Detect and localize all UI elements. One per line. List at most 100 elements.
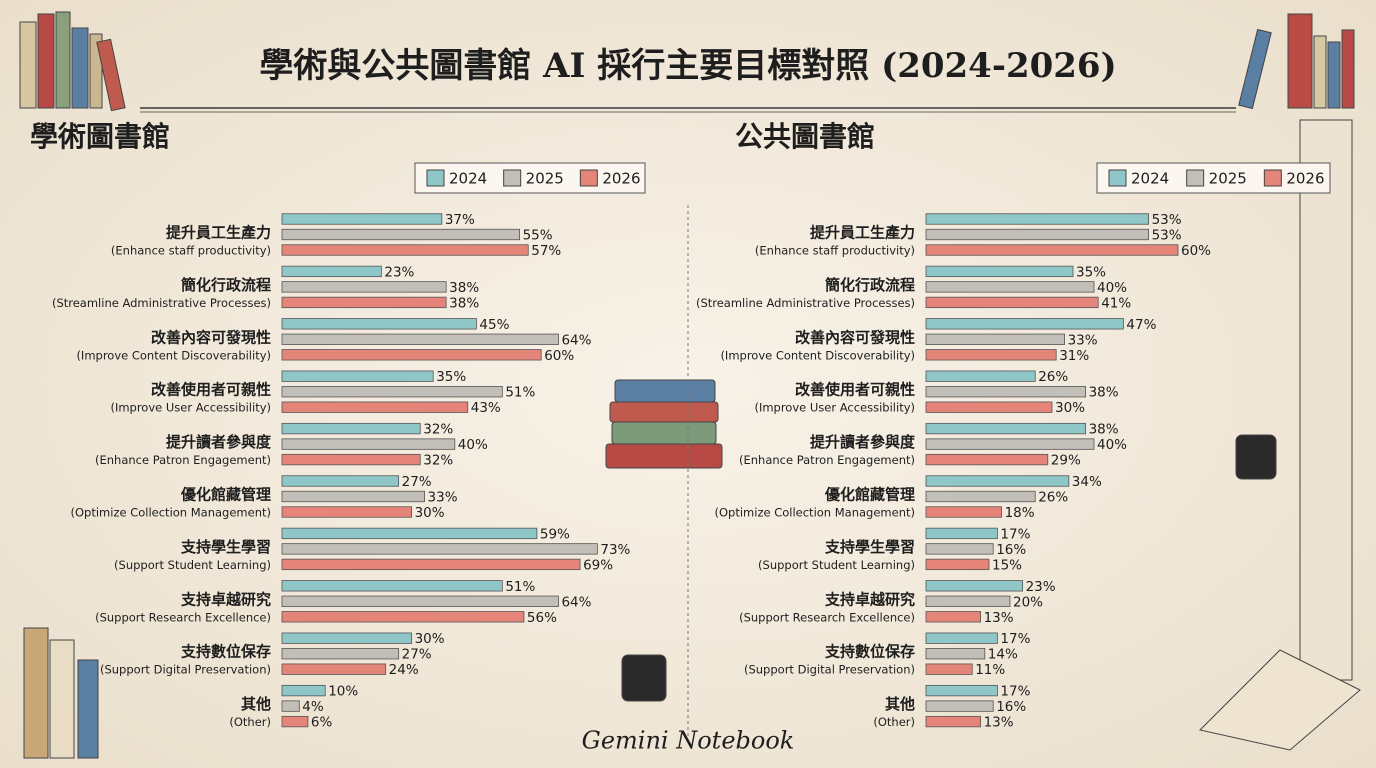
bar <box>925 370 1036 382</box>
value-label: 26% <box>1038 490 1068 506</box>
bar <box>925 349 1057 361</box>
bar <box>925 265 1074 278</box>
bar <box>925 333 1066 345</box>
bar <box>925 401 1053 413</box>
category-label-en: (Optimize Collection Management) <box>715 506 916 520</box>
value-label: 18% <box>1005 505 1035 521</box>
bar <box>925 438 1095 450</box>
bar <box>281 386 503 398</box>
value-label: 60% <box>544 348 574 364</box>
bar <box>925 475 1070 487</box>
bar <box>925 648 986 660</box>
value-label: 6% <box>311 715 333 731</box>
bar <box>925 296 1099 309</box>
value-label: 73% <box>600 542 630 558</box>
value-label: 33% <box>1068 332 1098 348</box>
category-label: 改善內容可發現性 <box>151 328 271 346</box>
category-label-en: (Streamline Administrative Processes) <box>52 296 271 310</box>
value-label: 27% <box>402 474 432 490</box>
legend-swatch <box>1108 169 1127 187</box>
legend-label: 2026 <box>602 170 640 188</box>
bar <box>281 333 559 345</box>
bar <box>281 648 400 660</box>
bar <box>925 281 1095 293</box>
bar <box>925 700 994 712</box>
bar <box>281 370 434 382</box>
category-label: 支持卓越研究 <box>824 590 915 608</box>
bar <box>925 611 981 623</box>
bar <box>281 558 581 571</box>
value-label: 59% <box>540 526 570 542</box>
category-label: 改善使用者可親性 <box>151 381 271 399</box>
bar <box>281 453 421 466</box>
bar <box>281 580 503 592</box>
value-label: 37% <box>445 212 475 228</box>
category-label-en: (Other) <box>229 715 271 729</box>
bar <box>281 506 413 518</box>
category-label-en: (Streamline Administrative Processes) <box>696 296 915 310</box>
category-label-en: (Support Research Excellence) <box>739 610 915 624</box>
category-label-en: (Optimize Collection Management) <box>71 506 272 520</box>
category-label-en: (Support Research Excellence) <box>95 610 271 624</box>
legend-box <box>414 162 646 194</box>
chart-title: 學術圖書館 <box>30 120 170 153</box>
value-label: 43% <box>471 400 501 416</box>
category-label: 支持數位保存 <box>824 643 915 661</box>
bar <box>281 490 425 503</box>
legend-label: 2025 <box>526 170 564 188</box>
bar <box>281 438 456 450</box>
bar <box>281 281 447 293</box>
value-label: 51% <box>505 579 535 595</box>
bar <box>281 228 521 241</box>
category-label: 提升員工生產力 <box>166 224 271 242</box>
legend-label: 2025 <box>1209 170 1247 188</box>
value-label: 47% <box>1126 317 1156 333</box>
category-label: 提升員工生產力 <box>810 224 915 242</box>
legend-swatch <box>426 169 445 187</box>
value-label: 60% <box>1181 243 1211 259</box>
category-label: 簡化行政流程 <box>181 276 271 294</box>
bar <box>925 663 973 675</box>
value-label: 38% <box>1089 385 1119 401</box>
value-label: 38% <box>449 295 479 311</box>
category-label-en: (Enhance Patron Engagement) <box>95 453 271 467</box>
bar <box>925 318 1124 330</box>
bar <box>925 558 990 571</box>
value-label: 17% <box>1000 684 1030 700</box>
value-label: 30% <box>415 505 445 521</box>
bar <box>925 453 1049 466</box>
value-label: 30% <box>415 631 445 647</box>
bar <box>281 684 326 697</box>
category-label: 其他 <box>241 695 271 713</box>
value-label: 35% <box>1076 264 1106 280</box>
bar <box>925 632 998 644</box>
value-label: 14% <box>988 647 1018 663</box>
bar <box>925 580 1023 592</box>
category-label-en: (Enhance staff productivity) <box>111 244 271 258</box>
value-label: 31% <box>1059 348 1089 364</box>
bar <box>281 663 387 675</box>
value-label: 64% <box>561 332 591 348</box>
value-label: 64% <box>561 594 591 610</box>
bar <box>281 422 421 435</box>
value-label: 40% <box>458 437 488 453</box>
value-label: 23% <box>1026 579 1056 595</box>
category-label: 改善使用者可親性 <box>795 381 915 399</box>
value-label: 41% <box>1101 295 1131 311</box>
bar <box>281 595 559 607</box>
bar <box>281 265 382 278</box>
bar <box>281 543 598 555</box>
value-label: 40% <box>1097 280 1127 296</box>
value-label: 51% <box>505 385 535 401</box>
bar <box>925 715 981 728</box>
bar <box>925 595 1011 607</box>
value-label: 33% <box>428 490 458 506</box>
bar <box>925 244 1179 256</box>
category-label: 優化館藏管理 <box>180 486 271 504</box>
legend-label: 2026 <box>1286 170 1324 188</box>
bar <box>281 213 443 225</box>
value-label: 11% <box>975 662 1005 678</box>
bar <box>281 401 469 413</box>
category-label: 簡化行政流程 <box>825 276 915 294</box>
category-label-en: (Enhance Patron Engagement) <box>739 453 915 467</box>
